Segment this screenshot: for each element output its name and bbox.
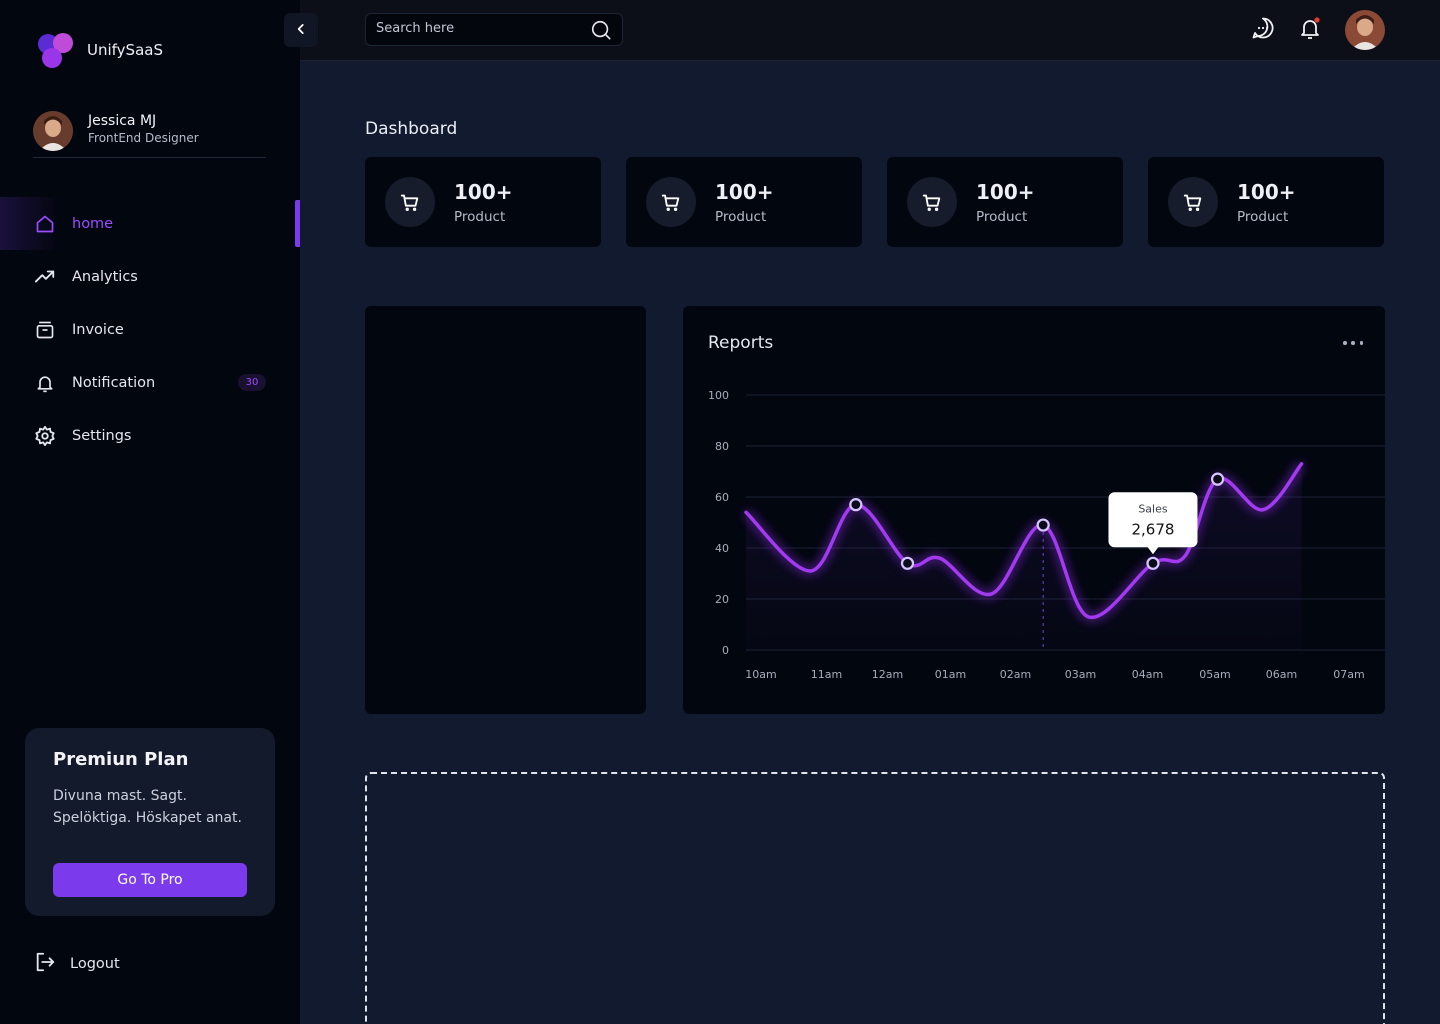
y-tick-label: 80 [715,440,729,453]
x-tick-label: 02am [1000,668,1031,681]
user-profile[interactable]: Jessica MJ FrontEnd Designer [33,111,266,158]
reports-title: Reports [708,333,774,353]
brand-logo-icon [35,31,75,69]
sidebar-item-label: Notification [72,374,156,391]
sidebar-item-label: Analytics [72,268,138,285]
bell-icon [34,372,56,394]
search-icon[interactable] [590,19,612,41]
tooltip-box [1108,492,1198,548]
reports-card: 0 20 40 60 80 100 10am 11am 12am 01am 02am 03am 04am… [683,306,1385,714]
stat-label: Product [454,209,506,225]
chart-point-marker [1146,556,1160,570]
logout-button[interactable]: Logout [34,951,120,977]
x-tick-label: 11am [811,668,842,681]
brand-name: UnifySaaS [87,41,163,59]
dropzone-area[interactable] [365,772,1385,1024]
logout-icon [34,951,56,977]
stat-label: Product [715,209,767,225]
tooltip-value: 2,678 [1132,520,1175,538]
x-tick-label: 06am [1266,668,1297,681]
premium-plan-card: Premiun Plan Divuna mast. Sagt. Spelökti… [25,728,275,916]
gear-icon [34,425,56,447]
sidebar-item-label: home [72,215,114,232]
search-box [365,13,623,46]
stat-card[interactable]: 100+ Product [365,157,601,247]
sidebar-item-analytics[interactable]: Analytics [0,250,300,303]
cart-icon [907,177,957,227]
page-title: Dashboard [365,119,458,139]
go-to-pro-button[interactable]: Go To Pro [53,863,247,897]
y-tick-label: 40 [715,542,729,555]
chart-area [746,463,1302,650]
invoice-icon [34,319,56,341]
empty-panel [365,306,646,714]
home-icon [34,213,56,235]
sidebar-nav: home Analytics Invoice [0,197,300,462]
premium-title: Premiun Plan [53,749,189,770]
sidebar: UnifySaaS Jessica MJ FrontEnd Designer h… [0,0,300,1024]
stat-card[interactable]: 100+ Product [1148,157,1384,247]
chevron-left-icon [294,21,308,40]
stat-label: Product [976,209,1028,225]
y-tick-label: 100 [708,389,729,402]
bell-icon[interactable] [1298,16,1322,40]
chart-point-marker [849,498,863,512]
chart-point-marker [900,556,915,570]
notification-count-badge: 30 [238,374,266,391]
search-input[interactable] [376,21,576,36]
brand[interactable]: UnifySaaS [35,31,163,69]
y-tick-label: 0 [722,644,729,657]
sidebar-item-settings[interactable]: Settings [0,409,300,462]
collapse-sidebar-button[interactable] [284,13,318,47]
more-options-icon[interactable] [1343,336,1363,350]
x-tick-label: 10am [745,668,776,681]
x-tick-label: 07am [1333,668,1364,681]
x-tick-label: 01am [935,668,966,681]
reports-chart: 0 20 40 60 80 100 10am 11am 12am 01am 02am 03am 04am… [708,389,1385,681]
logout-label: Logout [70,956,120,972]
avatar[interactable] [1345,10,1385,50]
stat-value: 100+ [715,180,774,204]
stat-value: 100+ [1237,180,1296,204]
user-role: FrontEnd Designer [88,131,199,145]
cart-icon [646,177,696,227]
chart-point-marker [1210,472,1225,486]
user-name: Jessica MJ [88,113,157,129]
chart-point-marker [1036,518,1050,532]
trend-up-icon [34,266,56,288]
cart-icon [1168,177,1218,227]
sidebar-item-label: Invoice [72,321,124,338]
stat-label: Product [1237,209,1289,225]
chat-icon[interactable] [1251,16,1275,40]
sidebar-item-label: Settings [72,427,132,444]
stat-card[interactable]: 100+ Product [887,157,1123,247]
premium-description: Divuna mast. Sagt. Spelöktiga. Höskapet … [53,788,242,826]
x-tick-label: 05am [1199,668,1230,681]
tooltip-arrow [1146,546,1159,555]
x-tick-label: 03am [1065,668,1096,681]
sidebar-item-notification[interactable]: Notification 30 [0,356,300,409]
stat-card[interactable]: 100+ Product [626,157,862,247]
x-tick-label: 04am [1132,668,1163,681]
avatar [33,111,73,151]
stat-value: 100+ [976,180,1035,204]
y-tick-label: 20 [715,593,729,606]
cart-icon [385,177,435,227]
x-tick-label: 12am [872,668,903,681]
sidebar-item-invoice[interactable]: Invoice [0,303,300,356]
top-bar [284,0,1440,61]
sidebar-item-home[interactable]: home [0,197,300,250]
stat-value: 100+ [454,180,513,204]
y-tick-label: 60 [715,491,729,504]
tooltip-label: Sales [1138,502,1168,515]
